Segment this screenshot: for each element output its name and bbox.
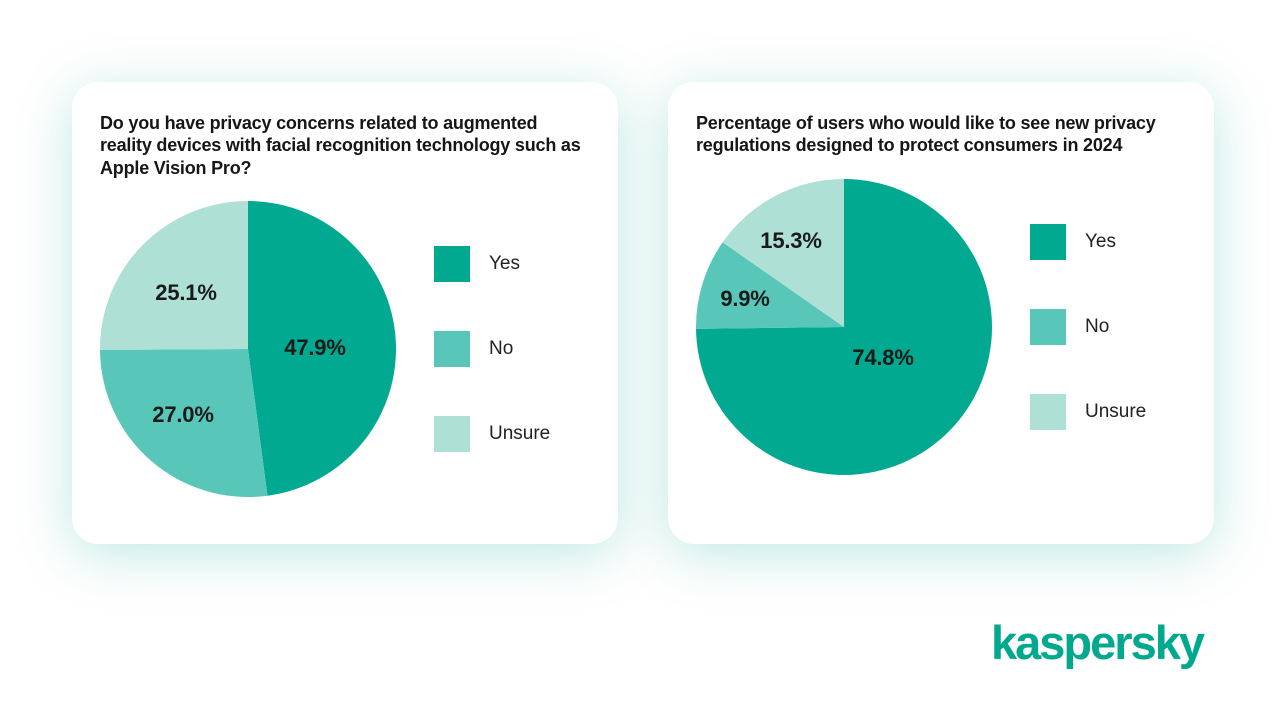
legend-label-unsure: Unsure	[1085, 400, 1147, 422]
legend-swatch-unsure-icon	[1030, 393, 1066, 430]
chart-area: 47.9% 27.0% 25.1% Yes No Unsure	[100, 200, 590, 497]
pie-slice-label-no: 27.0%	[152, 401, 214, 427]
legend-item-no: No	[1030, 308, 1146, 345]
legend-swatch-yes-icon	[1030, 223, 1066, 260]
card-ar-privacy-concerns: Do you have privacy concerns related to …	[72, 82, 618, 544]
pie-slice-label-unsure: 25.1%	[155, 279, 217, 305]
pie-slice-unsure	[722, 178, 844, 327]
pie-regulations-svg	[696, 178, 992, 475]
legend-swatch-no-icon	[434, 330, 470, 367]
legend-ar-privacy: Yes No Unsure	[434, 245, 551, 452]
legend-label-yes: Yes	[1085, 230, 1116, 252]
pie-slice-label-unsure: 15.3%	[760, 227, 822, 253]
pie-chart-regulations: 74.8% 9.9% 15.3%	[696, 178, 992, 475]
legend-label-unsure: Unsure	[489, 422, 551, 444]
card-privacy-regulations: Percentage of users who would like to se…	[668, 82, 1214, 544]
chart-title-ar-privacy: Do you have privacy concerns related to …	[100, 113, 581, 178]
pie-slice-label-yes: 74.8%	[852, 344, 914, 370]
pie-slice-no	[100, 348, 268, 497]
legend-label-no: No	[1085, 315, 1110, 337]
legend-item-unsure: Unsure	[1030, 393, 1147, 430]
pie-slice-no	[696, 241, 844, 329]
legend-swatch-no-icon	[1030, 308, 1066, 345]
legend-label-yes: Yes	[489, 252, 520, 274]
legend-item-yes: Yes	[434, 245, 550, 282]
chart-title-regulations: Percentage of users who would like to se…	[696, 113, 1156, 156]
pie-slice-yes	[248, 200, 396, 496]
legend-swatch-yes-icon	[434, 245, 470, 282]
kaspersky-logo: kaspersky	[991, 616, 1205, 669]
legend-item-yes: Yes	[1030, 223, 1146, 260]
legend-regulations: Yes No Unsure	[1030, 223, 1147, 430]
legend-label-no: No	[489, 337, 514, 359]
pie-chart-ar-privacy: 47.9% 27.0% 25.1%	[100, 200, 396, 497]
legend-item-unsure: Unsure	[434, 415, 551, 452]
legend-item-no: No	[434, 330, 550, 367]
pie-slice-label-no: 9.9%	[720, 285, 770, 311]
pie-ar-privacy-svg	[100, 200, 396, 497]
chart-area: 74.8% 9.9% 15.3% Yes No Unsure	[696, 178, 1186, 475]
pie-slice-yes	[696, 178, 992, 475]
legend-swatch-unsure-icon	[434, 415, 470, 452]
pie-slice-label-yes: 47.9%	[284, 334, 346, 360]
chart-cards-row: Do you have privacy concerns related to …	[72, 82, 1214, 544]
pie-slice-unsure	[100, 200, 249, 350]
